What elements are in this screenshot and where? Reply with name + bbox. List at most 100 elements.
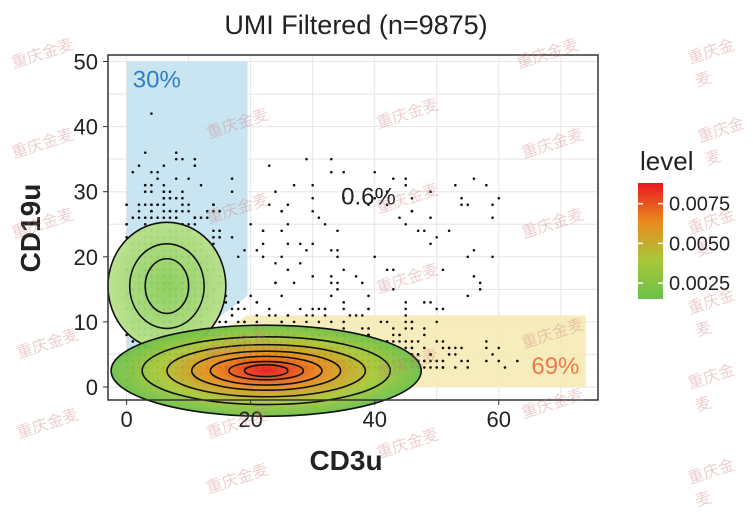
data-point: [162, 196, 166, 200]
data-point: [404, 314, 408, 317]
legend: level 0.0075 0.0050 0.0025: [638, 146, 730, 299]
data-point: [404, 340, 408, 343]
data-point: [218, 320, 221, 324]
data-point: [447, 346, 451, 350]
data-point: [404, 307, 408, 311]
data-point: [491, 203, 494, 207]
density-contour: [166, 343, 367, 398]
data-point: [336, 248, 339, 252]
data-point: [274, 262, 277, 265]
data-point: [379, 320, 383, 324]
data-point: [441, 268, 445, 272]
density-contour: [141, 336, 392, 406]
data-point: [280, 209, 283, 213]
data-point: [236, 301, 240, 304]
y-tick-label: 50: [74, 50, 98, 75]
data-point: [410, 346, 414, 350]
data-point: [243, 248, 246, 252]
data-point: [218, 229, 221, 233]
data-point: [311, 196, 314, 200]
data-point: [385, 203, 389, 207]
data-point: [385, 190, 389, 193]
data-point: [267, 203, 271, 207]
data-point: [336, 255, 339, 259]
data-point: [404, 320, 408, 324]
data-point: [181, 209, 184, 213]
data-point: [478, 288, 482, 291]
data-point: [143, 183, 147, 187]
data-point: [150, 216, 153, 220]
data-point: [174, 157, 178, 161]
data-point: [329, 248, 333, 252]
data-point: [137, 164, 141, 167]
data-point: [143, 203, 147, 207]
data-point: [423, 327, 426, 330]
data-point: [342, 301, 345, 304]
data-point: [193, 157, 197, 161]
data-point: [298, 307, 302, 311]
data-point: [261, 229, 265, 233]
data-point: [441, 359, 445, 363]
data-point: [429, 190, 432, 193]
data-point: [212, 235, 215, 239]
data-point: [404, 327, 408, 330]
data-point: [342, 170, 345, 174]
data-point: [230, 314, 234, 317]
y-tick-label: 20: [74, 245, 98, 270]
density-core-1: [108, 222, 226, 350]
legend-tick-label: 0.0075: [669, 194, 730, 216]
data-point: [392, 177, 395, 180]
data-point: [429, 242, 432, 246]
data-point: [329, 157, 333, 161]
data-point: [410, 320, 414, 324]
data-point: [392, 340, 395, 343]
density-contour: [243, 364, 289, 378]
y-axis-label: CD19u: [15, 184, 46, 273]
data-point: [218, 235, 221, 239]
data-point: [236, 320, 240, 324]
density-contour: [144, 257, 190, 315]
data-point: [255, 248, 259, 252]
data-point: [385, 268, 389, 272]
data-point: [199, 216, 203, 220]
data-point: [323, 222, 327, 226]
legend-tick-label: 0.0050: [669, 233, 730, 255]
data-point: [187, 177, 190, 180]
density-contour: [209, 355, 323, 386]
data-point: [162, 164, 166, 167]
data-point: [478, 281, 482, 285]
data-point: [212, 203, 215, 207]
data-point: [131, 170, 135, 174]
data-point: [398, 340, 401, 343]
data-point: [137, 209, 141, 213]
data-point: [261, 242, 265, 246]
data-point: [367, 327, 370, 330]
data-point: [230, 190, 234, 193]
data-point: [298, 262, 302, 265]
data-point: [354, 314, 358, 317]
data-point: [218, 209, 221, 213]
data-point: [150, 183, 153, 187]
data-point: [131, 340, 135, 343]
data-point: [516, 359, 519, 363]
data-point: [150, 170, 153, 174]
data-point: [392, 288, 395, 291]
x-tick-label: 40: [362, 407, 386, 432]
data-point: [298, 242, 302, 246]
data-point: [361, 281, 364, 285]
data-point: [292, 281, 296, 285]
data-point: [392, 327, 395, 330]
data-point: [174, 177, 178, 180]
data-point: [361, 327, 364, 330]
data-point: [143, 190, 147, 193]
data-point: [162, 216, 166, 220]
data-point: [373, 255, 377, 259]
data-point: [286, 222, 290, 226]
data-point: [416, 229, 420, 233]
data-point: [503, 366, 507, 369]
data-point: [435, 320, 439, 324]
data-point: [416, 353, 420, 356]
data-point: [205, 209, 209, 213]
data-point: [156, 177, 159, 180]
data-point: [466, 359, 470, 363]
